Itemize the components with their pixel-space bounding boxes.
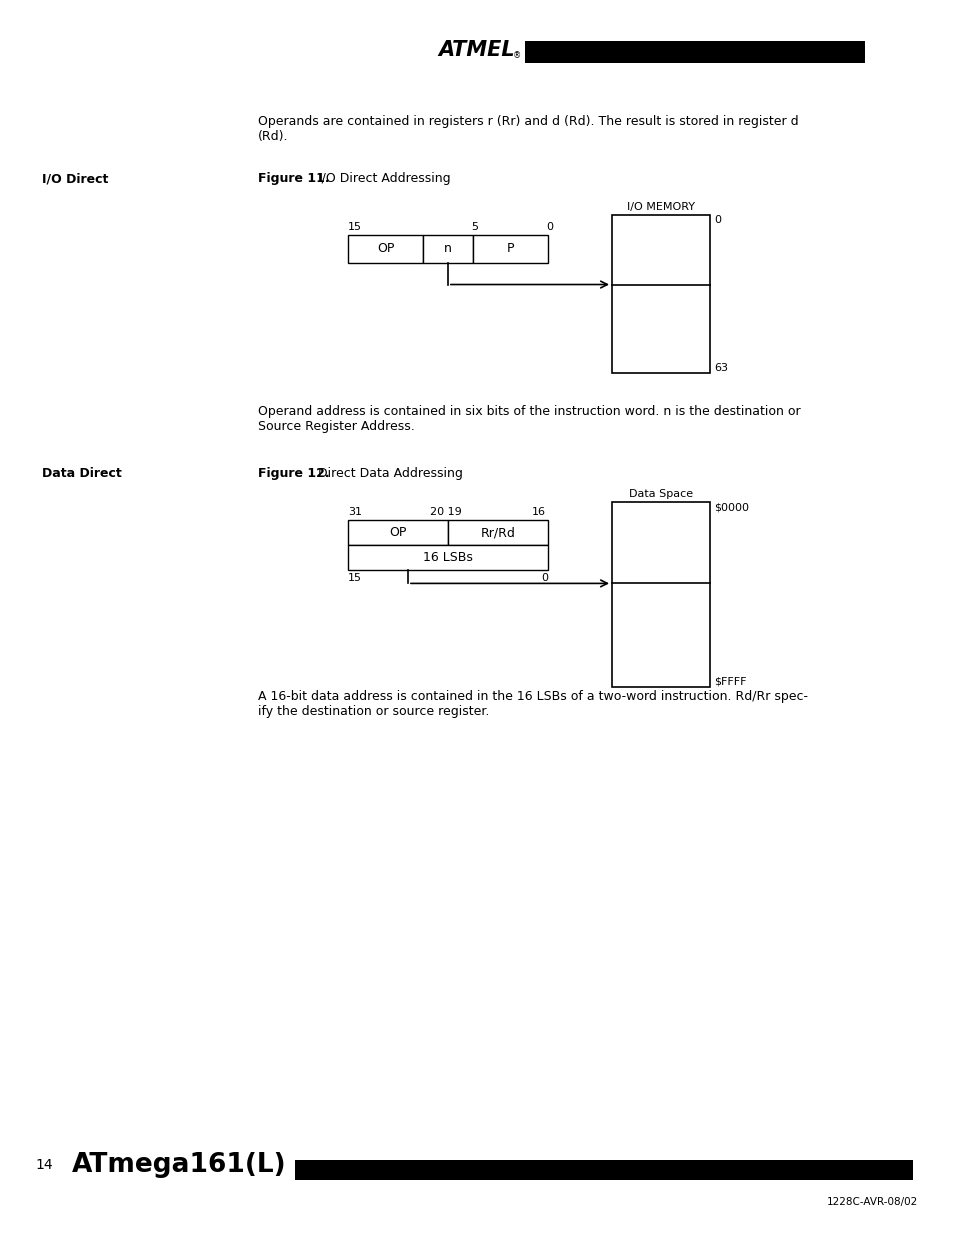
Text: n: n [443,242,452,256]
Text: 14: 14 [35,1158,52,1172]
Text: 15: 15 [348,222,361,232]
Bar [348,545,547,571]
Text: Data Space: Data Space [628,489,692,499]
Text: 0: 0 [540,573,547,583]
Text: $0000: $0000 [713,501,748,513]
Text: OP: OP [389,526,406,538]
Text: Operands are contained in registers r (Rr) and d (Rd). The result is stored in r: Operands are contained in registers r (R… [257,115,798,143]
Bar [612,215,709,373]
Text: 0: 0 [713,215,720,225]
Text: 31: 31 [348,508,361,517]
Text: 63: 63 [713,363,727,373]
Bar [422,235,473,263]
Text: Rr/Rd: Rr/Rd [480,526,515,538]
Text: $FFFF: $FFFF [713,677,745,687]
Text: 20 19: 20 19 [430,508,461,517]
Text: 5: 5 [471,222,477,232]
Bar [612,501,709,687]
Text: I/O Direct Addressing: I/O Direct Addressing [310,172,450,185]
Text: ®: ® [513,51,520,61]
Text: A 16-bit data address is contained in the 16 LSBs of a two-word instruction. Rd/: A 16-bit data address is contained in th… [257,690,807,718]
Text: OP: OP [376,242,394,256]
Bar [473,235,547,263]
Text: Direct Data Addressing: Direct Data Addressing [310,467,462,480]
Text: Figure 11.: Figure 11. [257,172,330,185]
Text: 0: 0 [545,222,553,232]
Text: 16 LSBs: 16 LSBs [422,551,473,564]
Text: P: P [506,242,514,256]
Bar [448,520,547,545]
Bar [524,41,864,63]
Bar [294,1160,912,1179]
Text: I/O MEMORY: I/O MEMORY [626,203,695,212]
Text: Figure 12.: Figure 12. [257,467,330,480]
Text: 15: 15 [348,573,361,583]
Text: 1228C-AVR-08/02: 1228C-AVR-08/02 [826,1197,917,1207]
Bar [348,235,422,263]
Text: ATmega161(L): ATmega161(L) [71,1152,286,1178]
Text: ATMEL: ATMEL [438,40,515,61]
Text: I/O Direct: I/O Direct [42,172,109,185]
Text: Operand address is contained in six bits of the instruction word. n is the desti: Operand address is contained in six bits… [257,405,800,433]
Text: Data Direct: Data Direct [42,467,122,480]
Bar [348,520,448,545]
Text: 16: 16 [532,508,545,517]
